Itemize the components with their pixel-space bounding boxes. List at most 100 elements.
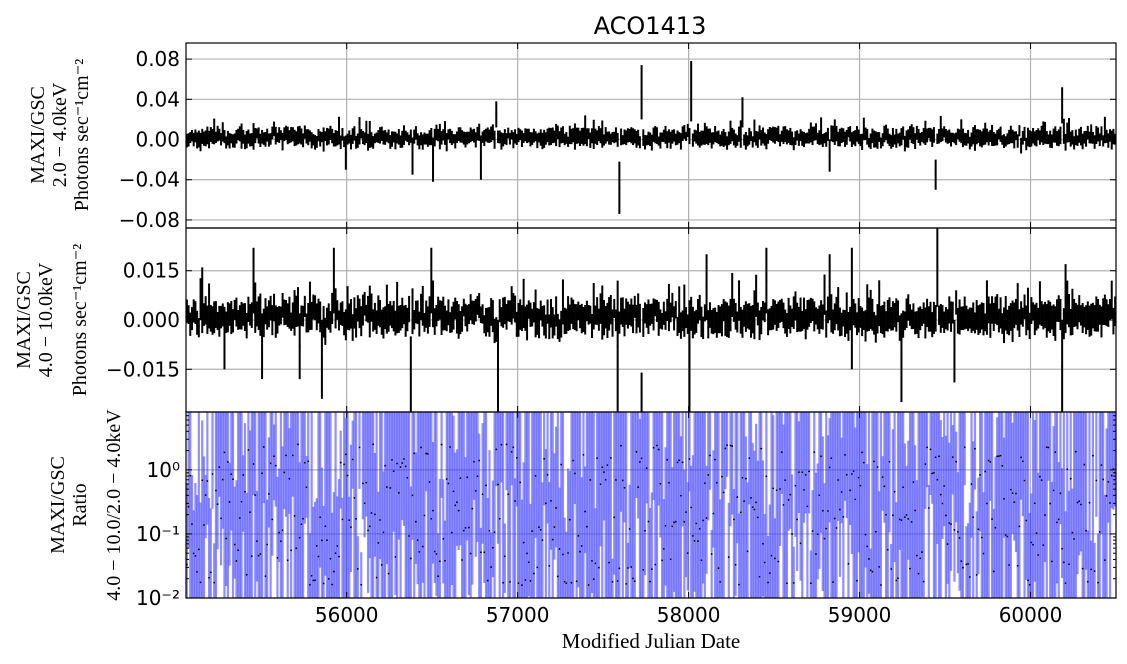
data-point (621, 479, 624, 482)
data-point (338, 555, 340, 558)
data-point (666, 458, 669, 461)
data-point (890, 568, 893, 570)
data-point (897, 577, 899, 580)
data-point (828, 466, 831, 469)
data-point (341, 518, 344, 521)
data-point (585, 525, 588, 528)
data-point (438, 560, 441, 563)
data-point (844, 454, 846, 456)
data-point (1059, 492, 1062, 495)
data-point (881, 476, 884, 479)
data-point (221, 478, 224, 481)
middle-ylabel-line-2: 4.0 − 10.0keV (35, 262, 57, 377)
data-point (809, 582, 812, 585)
data-point (514, 500, 516, 502)
data-point (1105, 495, 1108, 497)
data-point (481, 493, 484, 496)
data-point (801, 471, 804, 474)
data-point (546, 473, 549, 476)
data-point (387, 572, 390, 575)
data-point (772, 487, 775, 490)
data-point (1027, 579, 1029, 582)
data-point (466, 476, 469, 479)
data-point (1020, 456, 1023, 459)
data-point (695, 522, 698, 525)
data-point (941, 502, 944, 505)
data-point (842, 515, 845, 518)
data-point (293, 514, 296, 517)
bottom-ylabel-line-3: 4.0 − 10.0/2.0 − 4.0keV (103, 409, 125, 601)
data-point (642, 568, 645, 571)
data-point (389, 487, 392, 489)
data-point (977, 528, 980, 531)
data-point (748, 457, 751, 460)
data-point (939, 493, 942, 496)
data-point (623, 486, 626, 489)
data-point (1076, 501, 1079, 504)
data-point (447, 482, 450, 485)
data-point (281, 529, 284, 532)
data-point (876, 466, 879, 468)
data-point (744, 477, 747, 480)
middle-ylabel-line-1: MAXI/GSC (13, 271, 35, 369)
data-point (734, 563, 737, 566)
data-point (356, 568, 359, 570)
data-point (697, 540, 699, 543)
data-point (568, 518, 571, 521)
data-point (220, 517, 222, 520)
data-point (584, 510, 587, 513)
data-series (185, 412, 1117, 598)
data-point (305, 486, 308, 489)
data-point (628, 528, 631, 530)
data-point (1042, 544, 1045, 547)
data-point (936, 478, 939, 481)
data-point (209, 571, 212, 574)
data-point (868, 558, 870, 560)
data-point (199, 581, 202, 584)
data-point (553, 526, 556, 528)
data-point (587, 584, 590, 586)
data-point (226, 461, 229, 463)
data-point (823, 537, 826, 540)
panel-bottom-ratio: 10⁰ 10⁻¹ 10⁻² 56000 57000 58000 59000 60000 (136, 411, 1117, 627)
data-point (968, 576, 971, 578)
data-point (924, 463, 927, 466)
data-point (1008, 564, 1011, 566)
data-point (681, 461, 684, 464)
data-point (1037, 554, 1040, 556)
data-point (958, 537, 961, 539)
y-tick-label: 10⁻² (136, 586, 180, 610)
data-point (680, 494, 682, 497)
data-point (261, 472, 263, 475)
data-point (527, 561, 530, 564)
data-point (654, 563, 657, 566)
x-tick-label: 57000 (486, 603, 550, 627)
data-point (500, 443, 503, 446)
data-point (512, 446, 515, 449)
data-point (225, 537, 228, 540)
data-point (808, 470, 811, 473)
data-point (797, 471, 800, 474)
data-point (268, 492, 270, 495)
data-series (185, 61, 1117, 214)
x-tick-label: 60000 (999, 603, 1063, 627)
data-point (232, 478, 234, 481)
data-point (450, 531, 453, 534)
data-point (912, 481, 915, 484)
data-point (914, 509, 917, 512)
data-point (1028, 583, 1031, 586)
data-point (522, 541, 525, 544)
data-point (685, 511, 687, 514)
data-point (856, 579, 858, 582)
data-point (960, 560, 963, 563)
data-point (784, 479, 787, 482)
data-point (864, 533, 867, 536)
data-point (503, 555, 506, 558)
data-point (799, 542, 802, 545)
data-point (257, 554, 260, 557)
data-point (536, 566, 539, 569)
data-point (953, 529, 956, 531)
data-point (204, 494, 207, 496)
data-point (348, 519, 351, 522)
data-point (806, 505, 809, 508)
